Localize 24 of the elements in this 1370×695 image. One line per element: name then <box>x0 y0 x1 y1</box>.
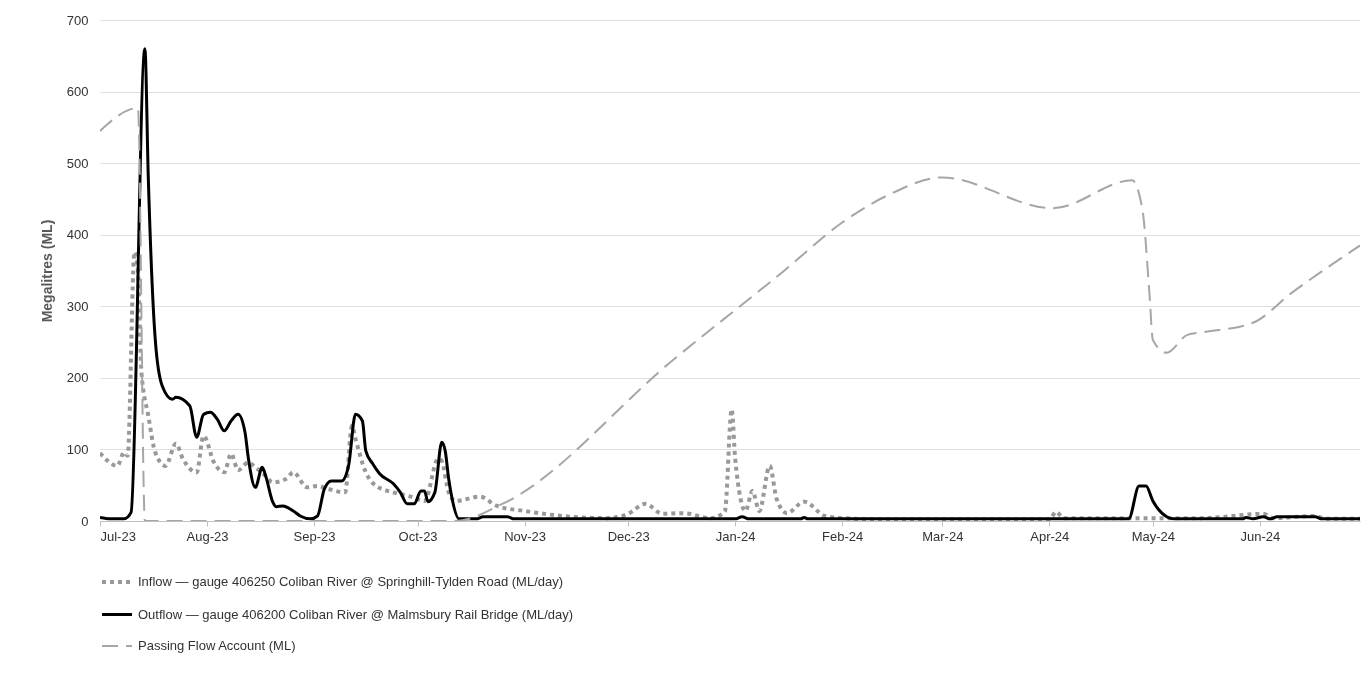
y-axis-title: Megalitres (ML) <box>38 219 55 323</box>
x-tick-label: Jun-24 <box>1240 528 1281 544</box>
x-tick-label: Feb-24 <box>822 528 864 544</box>
y-tick-label: 500 <box>66 155 89 171</box>
x-tick-label: Sep-23 <box>293 528 336 544</box>
x-tick-label: Aug-23 <box>186 528 229 544</box>
legend-label: Passing Flow Account (ML) <box>138 638 296 653</box>
y-tick-label: 200 <box>66 370 89 386</box>
x-tick-label: Jan-24 <box>715 528 756 544</box>
y-tick-label: 0 <box>81 513 89 529</box>
x-tick-label: Jul-23 <box>100 528 136 544</box>
x-tick-label: Dec-23 <box>607 528 650 544</box>
x-tick-label: Oct-23 <box>398 528 438 544</box>
y-tick-label: 600 <box>66 84 89 100</box>
y-tick-label: 100 <box>66 441 89 457</box>
x-tick-label: Mar-24 <box>922 528 964 544</box>
x-tick-label: Nov-23 <box>504 528 547 544</box>
y-tick-label: 300 <box>66 298 89 314</box>
x-tick-label: Apr-24 <box>1030 528 1070 544</box>
y-tick-label: 700 <box>66 12 89 28</box>
legend-label: Outflow — gauge 406200 Coliban River @ Malmsbury Rail Bridge (ML/day) <box>138 606 574 622</box>
x-tick-label: May-24 <box>1131 528 1176 544</box>
y-tick-label: 400 <box>66 227 89 243</box>
legend-label: Inflow — gauge 406250 Coliban River @ Springhill-Tylden Road (ML/day) <box>138 574 564 589</box>
